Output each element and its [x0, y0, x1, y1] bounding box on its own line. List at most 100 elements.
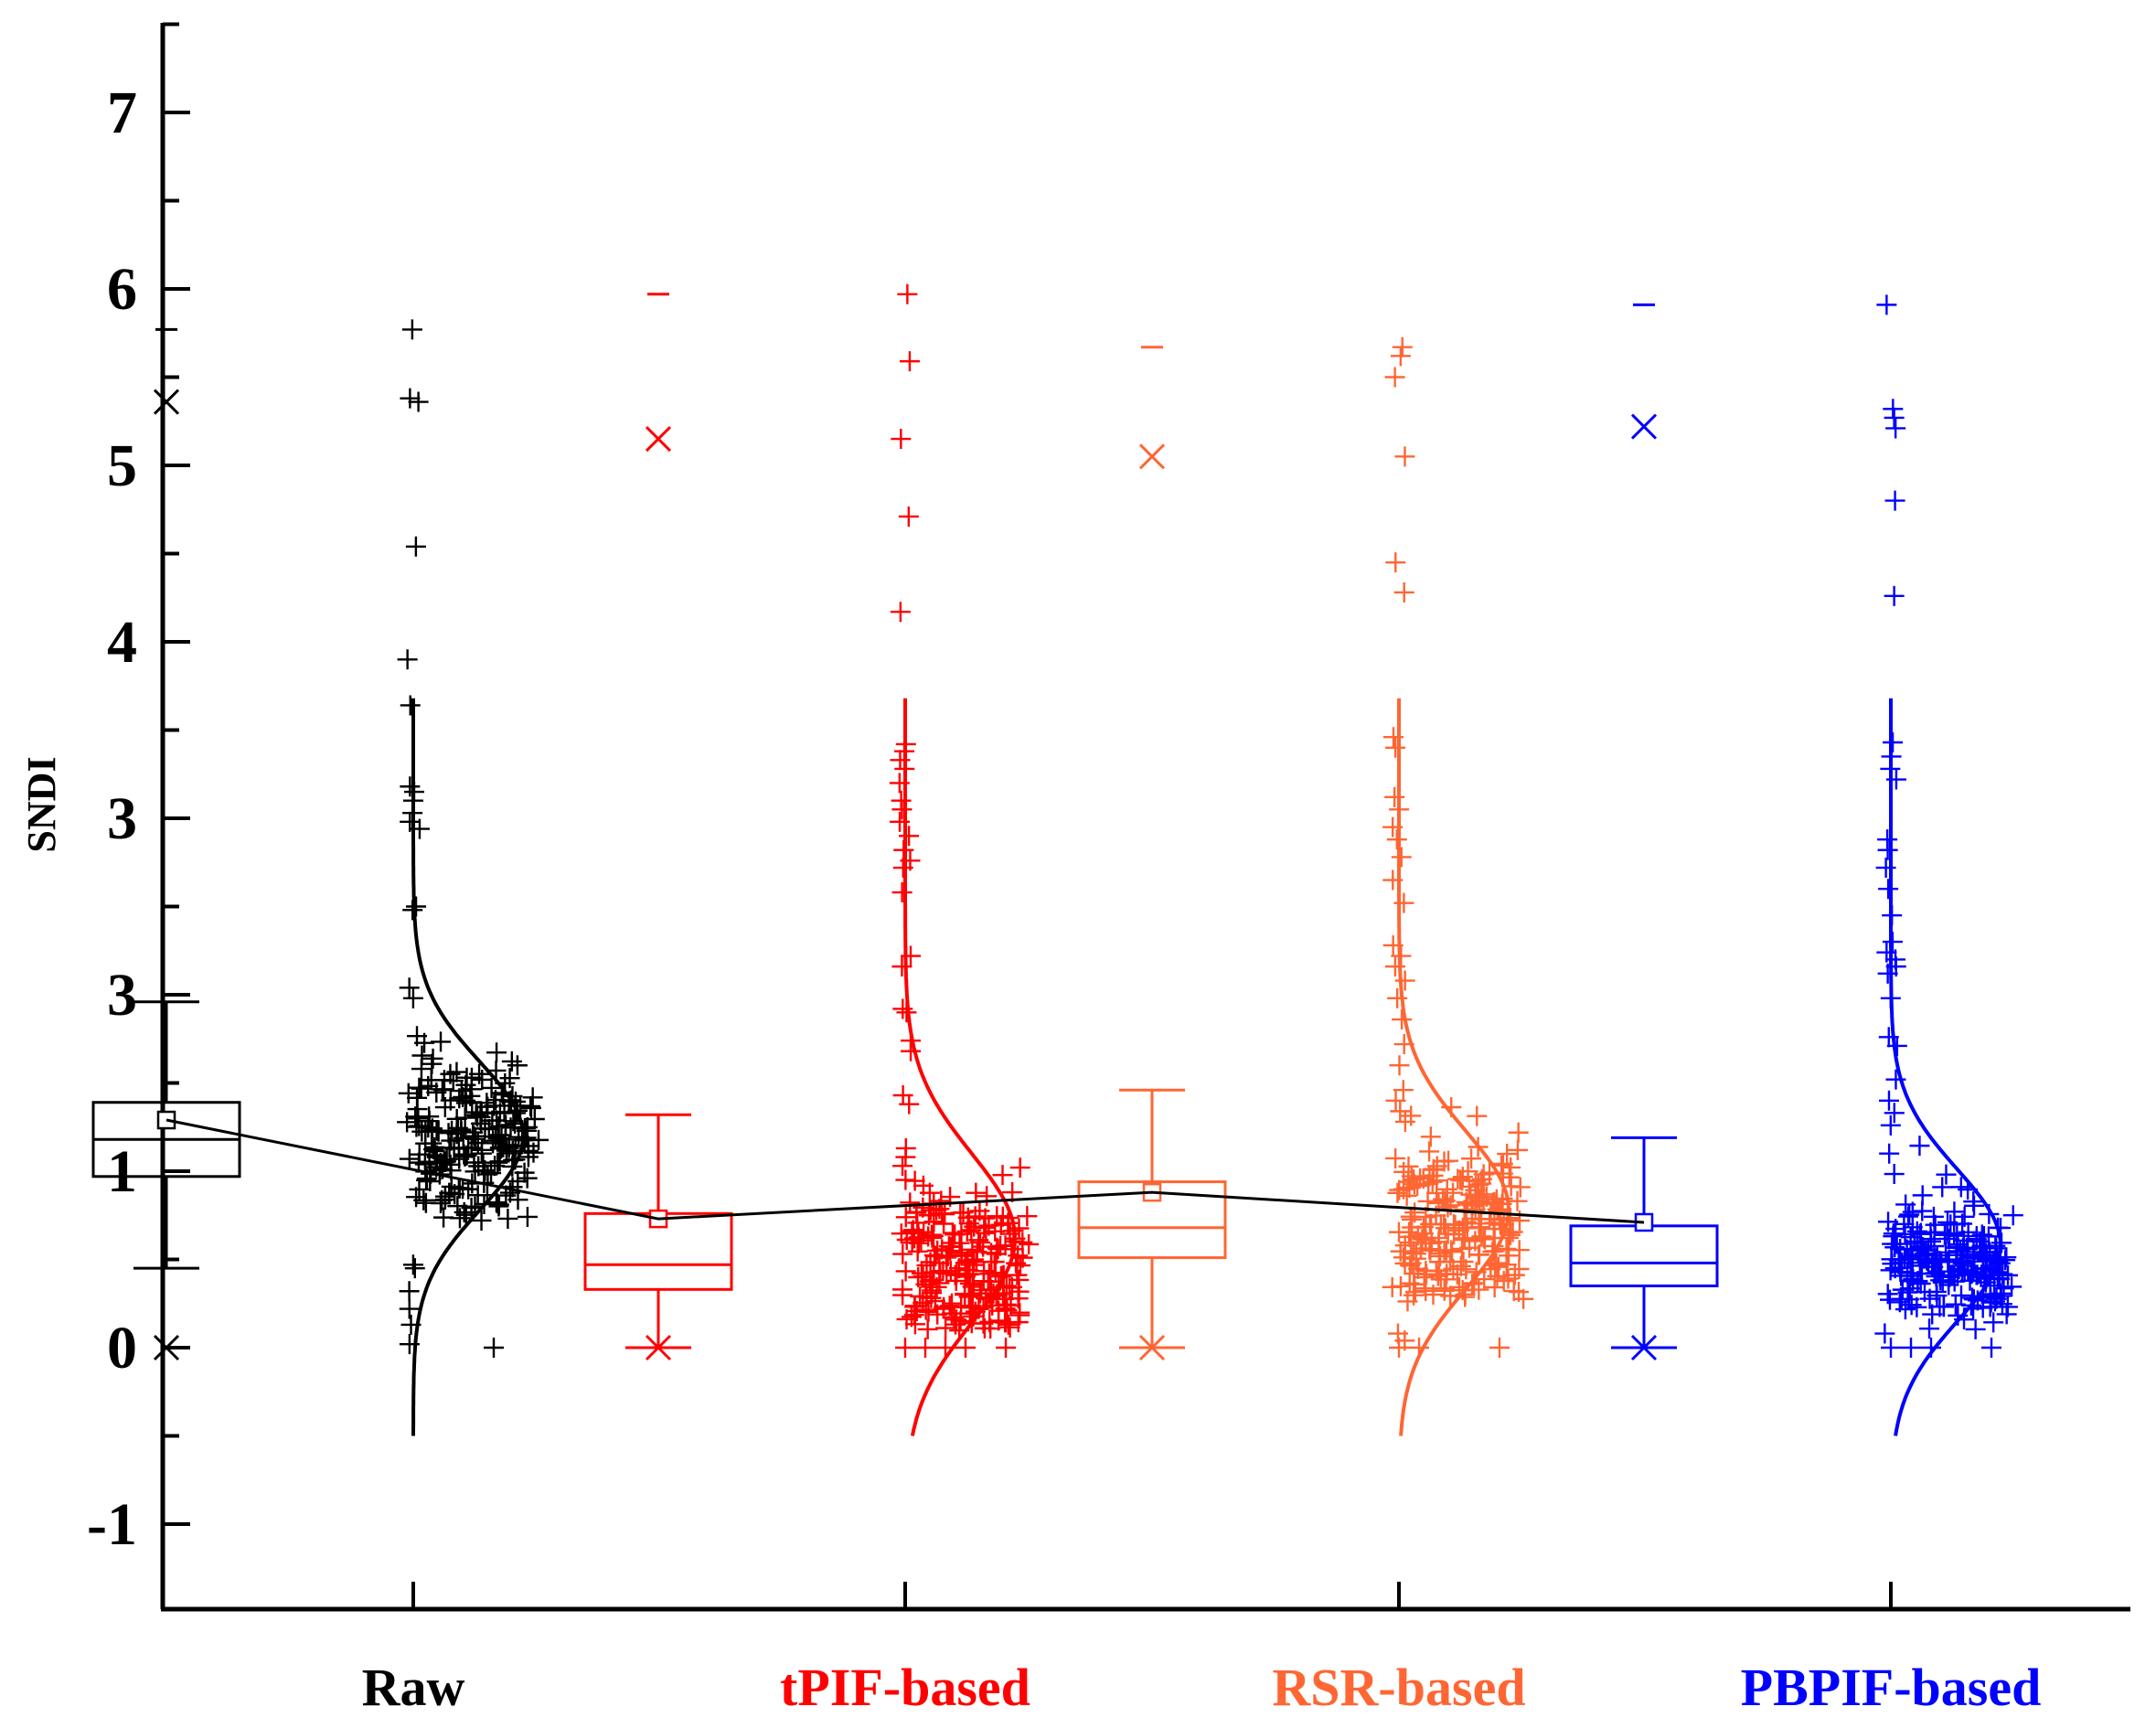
data-point	[1396, 1185, 1417, 1206]
data-point	[1936, 1164, 1957, 1185]
data-point	[461, 1198, 482, 1219]
data-point	[1876, 294, 1897, 315]
data-point	[1509, 1258, 1530, 1279]
data-point	[1502, 1221, 1523, 1243]
data-point	[990, 1235, 1011, 1256]
data-point	[964, 1249, 985, 1270]
distribution-curves	[411, 698, 2003, 1436]
data-point	[1398, 1156, 1419, 1177]
data-point	[1507, 1139, 1528, 1160]
data-point	[1880, 758, 1901, 779]
data-point	[517, 1206, 538, 1227]
data-point	[923, 1211, 945, 1232]
data-point	[1385, 1147, 1406, 1168]
data-point	[926, 1276, 947, 1297]
data-point	[399, 1281, 420, 1302]
data-point	[528, 1129, 550, 1150]
data-point	[998, 1208, 1019, 1229]
data-point	[974, 1217, 995, 1238]
data-point	[1921, 1338, 1941, 1358]
data-point	[892, 858, 913, 879]
data-point	[1489, 1199, 1510, 1220]
mean-connector-line	[165, 1118, 1645, 1224]
data-point	[973, 1297, 994, 1318]
data-point	[1875, 858, 1896, 879]
data-point	[1981, 1338, 2001, 1358]
data-point	[448, 1178, 469, 1199]
data-point	[907, 1241, 928, 1262]
data-point	[400, 776, 421, 797]
percentile-high-marker	[645, 425, 672, 453]
data-point	[1881, 1338, 1901, 1358]
data-point	[895, 1207, 916, 1228]
data-point	[889, 773, 910, 794]
data-point	[485, 1156, 506, 1177]
data-point	[890, 750, 911, 771]
data-point	[1878, 1090, 1899, 1111]
data-point	[418, 1075, 439, 1096]
data-point	[1954, 1309, 1975, 1330]
data-point	[1385, 737, 1406, 758]
data-point	[1394, 446, 1415, 467]
data-point	[1385, 552, 1406, 573]
data-point	[1885, 1219, 1906, 1240]
data-point	[409, 818, 430, 839]
data-point	[487, 1152, 508, 1173]
data-point	[897, 283, 918, 304]
data-point	[922, 1227, 943, 1248]
data-point	[1927, 1261, 1948, 1282]
data-point	[1466, 1170, 1487, 1191]
data-point	[901, 945, 921, 966]
data-point	[1437, 1197, 1458, 1218]
data-point	[1009, 1157, 1030, 1179]
data-point	[935, 1317, 956, 1339]
data-point	[1493, 1271, 1514, 1292]
data-point	[399, 1298, 420, 1319]
data-point	[1389, 1055, 1410, 1076]
data-point	[1008, 1245, 1029, 1266]
data-point	[1008, 1312, 1029, 1333]
data-point	[1500, 1208, 1521, 1229]
data-point	[891, 429, 912, 450]
data-point	[1884, 1237, 1905, 1258]
data-point	[1507, 1190, 1528, 1211]
data-point	[2002, 1205, 2023, 1226]
data-point	[1387, 987, 1408, 1008]
y-tick-label: 4	[107, 609, 137, 676]
data-point	[1384, 786, 1405, 807]
percentile-high-marker	[1138, 443, 1166, 470]
data-point	[942, 1293, 963, 1314]
data-point	[942, 1222, 963, 1243]
data-point	[1479, 1162, 1500, 1183]
percentile-low-marker	[645, 1334, 672, 1361]
data-point	[1901, 1338, 1921, 1358]
data-point	[960, 1285, 981, 1306]
data-point	[1912, 1185, 1933, 1206]
data-point	[904, 1314, 925, 1335]
data-point	[400, 388, 421, 409]
data-point	[896, 1308, 917, 1329]
data-point	[1885, 769, 1906, 790]
data-point	[995, 1298, 1016, 1319]
data-point	[399, 977, 420, 998]
data-point	[1009, 1255, 1030, 1276]
data-point	[486, 1193, 507, 1214]
data-point	[915, 1299, 936, 1320]
data-point	[515, 1117, 536, 1138]
data-point	[1874, 1323, 1895, 1344]
data-point	[1473, 1184, 1494, 1205]
data-point	[507, 1100, 528, 1121]
data-point	[1878, 1027, 1899, 1048]
data-point	[915, 1338, 935, 1358]
data-point	[431, 1031, 452, 1052]
data-point	[1884, 490, 1905, 511]
data-point	[1963, 1191, 1984, 1212]
percentile-high-marker	[1630, 413, 1658, 440]
data-point	[1392, 336, 1413, 357]
data-point	[1440, 1195, 1461, 1216]
data-point	[507, 1189, 528, 1211]
data-point	[1383, 727, 1404, 748]
data-point	[1409, 1338, 1429, 1358]
data-point	[1997, 1296, 2018, 1317]
y-tick-label: 5	[107, 432, 137, 499]
